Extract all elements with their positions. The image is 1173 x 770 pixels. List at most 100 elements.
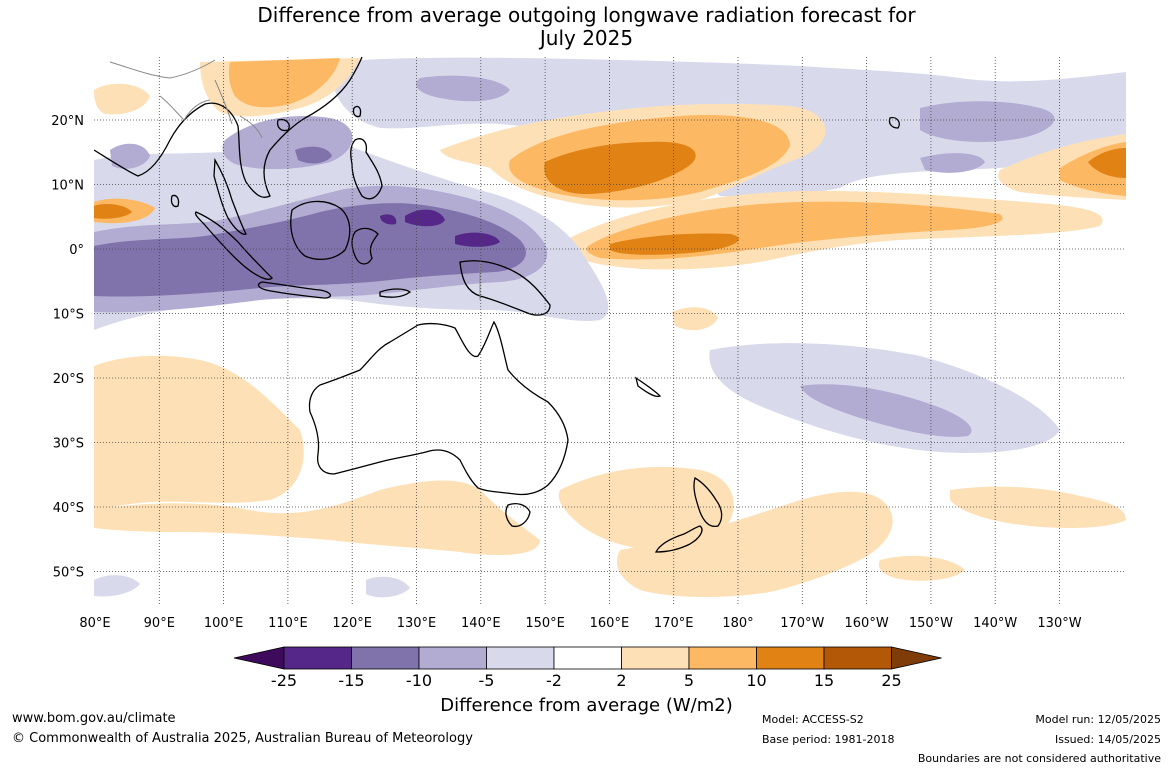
- boundaries-disclaimer: Boundaries are not considered authoritat…: [917, 752, 1161, 765]
- latitude-label: 20°N: [51, 114, 84, 129]
- longitude-label: 160°W: [845, 616, 889, 631]
- longitude-label: 120°E: [332, 616, 372, 631]
- new-zealand-north-coast: [693, 477, 723, 528]
- page-title: Difference from average outgoing longwav…: [0, 4, 1173, 50]
- latitude-label: 10°N: [51, 179, 84, 194]
- border-line: [109, 59, 216, 79]
- neg-region-southern-ocean: [94, 575, 140, 597]
- longitude-label: 170°W: [780, 616, 824, 631]
- colorbar-swatches: [233, 646, 942, 670]
- issued-date: Issued: 14/05/2025: [1054, 733, 1161, 746]
- longitude-label: 180°: [722, 616, 753, 631]
- timor-coast: [379, 288, 412, 298]
- anomaly-field: [94, 57, 1126, 605]
- pos-region-india: [94, 83, 150, 115]
- longitude-label: 130°E: [397, 616, 437, 631]
- taiwan-coast: [352, 105, 362, 118]
- colorbar-swatch: [418, 646, 487, 670]
- tasmania-coast: [505, 503, 531, 528]
- longitude-label: 130°W: [1037, 616, 1081, 631]
- philippines-coast: [350, 138, 383, 200]
- colorbar-tick-label: 2: [616, 671, 626, 690]
- colorbar-tick-label: -15: [338, 671, 364, 690]
- colorbar-label: Difference from average (W/m2): [440, 695, 733, 716]
- longitude-label: 140°W: [973, 616, 1017, 631]
- colorbar-tick-label: 10: [746, 671, 766, 690]
- latitude-labels: 20°N 10°N 0° 10°S 20°S 30°S 40°S 50°S: [51, 114, 84, 581]
- latitude-label: 0°: [69, 243, 84, 258]
- colorbar-extend-high: [891, 646, 942, 670]
- sulawesi-coast: [351, 227, 379, 265]
- graticule: [94, 57, 1126, 605]
- neg-region-north-mid: [920, 101, 1055, 142]
- new-guinea-coast: [459, 260, 551, 316]
- colorbar-tick-label: -10: [406, 671, 432, 690]
- pos-region-south-indian-2: [94, 480, 540, 556]
- pos-region-equatorial-high: [610, 233, 739, 255]
- pos-region-southeast-pacific: [950, 486, 1126, 528]
- longitude-label: 160°E: [590, 616, 630, 631]
- neg-region-maritime-core-3: [380, 214, 397, 225]
- pos-region-north-pacific-high: [544, 141, 696, 195]
- colorbar-swatch: [553, 646, 622, 670]
- colorbar-tick-label: -5: [479, 671, 495, 690]
- hawaii-coast: [888, 116, 900, 129]
- malay-peninsula-coast: [213, 157, 247, 235]
- latitude-label: 50°S: [53, 566, 84, 581]
- model-run-date: Model run: 12/05/2025: [1035, 713, 1161, 726]
- pos-region-east-pacific-high: [1088, 148, 1126, 178]
- java-coast: [257, 281, 331, 299]
- neg-region-maritime-core: [405, 209, 445, 227]
- borneo-coast: [290, 200, 351, 261]
- latitude-label: 40°S: [53, 501, 84, 516]
- neg-region-southern-ocean-2: [366, 576, 410, 598]
- neg-region-indochina-strong: [295, 146, 332, 164]
- sri-lanka-coast: [170, 194, 180, 208]
- longitude-label: 110°E: [268, 616, 308, 631]
- asia-coast: [94, 57, 363, 198]
- coastlines: [94, 57, 900, 553]
- new-caledonia-coast: [634, 376, 662, 398]
- colorbar-tick-label: -25: [271, 671, 297, 690]
- colorbar-tick-label: 25: [881, 671, 901, 690]
- longitude-label: 100°E: [204, 616, 244, 631]
- title-line-2: July 2025: [539, 26, 634, 50]
- longitude-labels: 80°E 90°E 100°E 110°E 120°E 130°E 140°E 150°E 16…: [79, 616, 1081, 631]
- colorbar-swatch: [621, 646, 690, 670]
- sumatra-coast: [194, 211, 273, 280]
- colorbar-swatch: [351, 646, 420, 670]
- colorbar-tick-labels: -25 -15 -10 -5 -2 2 5 10 15 25: [271, 671, 902, 690]
- neg-region-northwest: [416, 75, 510, 102]
- copyright-text: © Commonwealth of Australia 2025, Austra…: [12, 731, 473, 746]
- longitude-label: 150°E: [525, 616, 565, 631]
- pos-region-coral-sea: [672, 307, 718, 331]
- pos-region-tasman: [558, 466, 734, 550]
- border-line: [239, 115, 263, 139]
- latitude-label: 10°S: [53, 308, 84, 323]
- pos-region-south-pacific-2: [878, 555, 965, 581]
- colorbar-swatch: [283, 646, 352, 670]
- base-period: Base period: 1981-2018: [762, 733, 895, 746]
- colorbar-swatch: [688, 646, 757, 670]
- neg-region-maritime-strong: [94, 203, 526, 297]
- longitude-label: 170°E: [654, 616, 694, 631]
- longitude-label: 90°E: [144, 616, 175, 631]
- new-zealand-south-coast: [654, 525, 703, 553]
- colorbar-tick-label: -2: [546, 671, 562, 690]
- colorbar-swatch: [823, 646, 892, 670]
- latitude-label: 30°S: [53, 437, 84, 452]
- pos-region-west-indian-high: [94, 204, 132, 219]
- longitude-label: 150°W: [909, 616, 953, 631]
- longitude-label: 80°E: [79, 616, 110, 631]
- longitude-label: 140°E: [461, 616, 501, 631]
- title-line-1: Difference from average outgoing longwav…: [257, 3, 916, 27]
- colorbar-swatch: [486, 646, 555, 670]
- colorbar-tick-label: 15: [814, 671, 834, 690]
- colorbar-extend-low: [233, 646, 285, 670]
- colorbar-swatch: [756, 646, 825, 670]
- pos-region-south-pacific: [616, 491, 893, 598]
- neg-region-bay-of-bengal: [110, 143, 150, 169]
- site-url-link[interactable]: www.bom.gov.au/climate: [12, 711, 176, 726]
